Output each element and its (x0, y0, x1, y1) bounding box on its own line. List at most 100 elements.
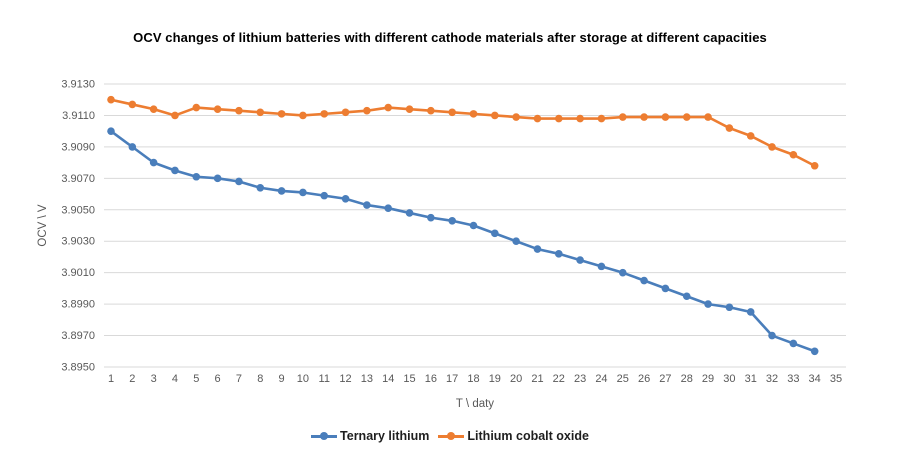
x-tick-label: 5 (193, 373, 199, 385)
x-tick-label: 33 (787, 373, 799, 385)
legend-label-ternary-lithium: Ternary lithium (340, 429, 430, 443)
data-point-ternary-lithium (682, 292, 691, 301)
x-tick-label: 18 (467, 373, 479, 385)
data-point-ternary-lithium (277, 187, 286, 195)
x-tick-label: 30 (723, 373, 735, 385)
x-tick-label: 8 (257, 373, 263, 385)
data-point-lithium-cobalt-oxide (363, 106, 371, 115)
data-point-lithium-cobalt-oxide (213, 105, 222, 113)
legend-label-lithium-cobalt-oxide: Lithium cobalt oxide (467, 429, 589, 443)
data-point-ternary-lithium (256, 183, 265, 192)
series-line-lithium-cobalt-oxide (109, 98, 816, 168)
data-point-lithium-cobalt-oxide (597, 114, 606, 123)
data-point-lithium-cobalt-oxide (405, 105, 414, 113)
data-point-ternary-lithium (149, 158, 158, 167)
data-point-ternary-lithium (107, 127, 115, 135)
data-point-ternary-lithium (491, 229, 499, 238)
data-point-ternary-lithium (128, 143, 137, 151)
data-point-lithium-cobalt-oxide (618, 113, 627, 121)
data-point-lithium-cobalt-oxide (448, 108, 456, 117)
x-tick-label: 16 (425, 373, 437, 385)
data-point-lithium-cobalt-oxide (341, 108, 350, 117)
x-tick-label: 9 (279, 373, 285, 385)
x-tick-label: 31 (745, 373, 757, 385)
data-point-lithium-cobalt-oxide (235, 106, 243, 115)
y-tick-label: 3.8990 (61, 299, 95, 311)
x-tick-label: 23 (574, 373, 586, 385)
x-tick-label: 24 (595, 373, 607, 385)
data-point-ternary-lithium (448, 216, 456, 225)
data-point-ternary-lithium (640, 276, 648, 285)
data-point-lithium-cobalt-oxide (810, 161, 819, 170)
data-point-lithium-cobalt-oxide (554, 114, 563, 123)
data-point-lithium-cobalt-oxide (533, 114, 542, 123)
x-tick-label: 17 (446, 373, 458, 385)
data-point-ternary-lithium (768, 331, 776, 340)
data-point-lithium-cobalt-oxide (384, 103, 393, 112)
data-point-ternary-lithium (192, 172, 201, 181)
x-tick-label: 10 (297, 373, 309, 385)
data-point-ternary-lithium (618, 268, 627, 277)
data-point-lithium-cobalt-oxide (107, 95, 115, 104)
data-point-ternary-lithium (341, 194, 350, 203)
legend-line-icon (311, 432, 338, 440)
data-point-ternary-lithium (789, 339, 798, 348)
x-tick-label: 1 (108, 373, 114, 385)
y-tick-label: 3.8950 (61, 362, 95, 374)
data-point-ternary-lithium (363, 201, 371, 209)
data-point-ternary-lithium (171, 166, 179, 175)
data-point-lithium-cobalt-oxide (704, 113, 712, 121)
data-point-lithium-cobalt-oxide (789, 150, 798, 159)
x-tick-label: 25 (617, 373, 629, 385)
data-point-ternary-lithium (384, 204, 393, 213)
x-tick-label: 34 (809, 373, 821, 385)
legend-line-icon (438, 432, 465, 440)
data-point-lithium-cobalt-oxide (128, 100, 137, 109)
series-line-ternary-lithium (109, 129, 816, 353)
x-tick-label: 4 (172, 373, 178, 385)
data-point-lithium-cobalt-oxide (299, 111, 307, 120)
data-point-lithium-cobalt-oxide (491, 111, 499, 120)
y-tick-label: 3.9050 (61, 204, 95, 216)
data-point-lithium-cobalt-oxide (512, 113, 520, 121)
data-point-ternary-lithium (427, 213, 435, 222)
data-point-lithium-cobalt-oxide (640, 113, 648, 121)
data-point-lithium-cobalt-oxide (256, 108, 265, 117)
data-point-lithium-cobalt-oxide (768, 143, 776, 151)
data-point-ternary-lithium (661, 284, 670, 293)
x-tick-label: 15 (403, 373, 415, 385)
legend-dot-icon (447, 432, 456, 440)
data-point-lithium-cobalt-oxide (469, 110, 478, 118)
data-point-lithium-cobalt-oxide (171, 111, 179, 120)
data-point-lithium-cobalt-oxide (149, 105, 158, 113)
x-tick-label: 7 (236, 373, 242, 385)
data-point-ternary-lithium (533, 245, 542, 253)
data-point-ternary-lithium (597, 262, 606, 271)
x-tick-label: 12 (339, 373, 351, 385)
data-point-lithium-cobalt-oxide (192, 103, 201, 112)
data-point-ternary-lithium (746, 308, 755, 316)
y-axis-title: OCV \ V (37, 204, 49, 247)
x-tick-label: 21 (531, 373, 543, 385)
x-tick-label: 20 (510, 373, 522, 385)
data-point-ternary-lithium (299, 188, 307, 197)
data-point-lithium-cobalt-oxide (320, 110, 329, 118)
y-tick-label: 3.9090 (61, 141, 95, 153)
data-point-ternary-lithium (554, 250, 563, 258)
y-tick-label: 3.8970 (61, 330, 95, 342)
legend-dot-icon (320, 432, 329, 440)
data-point-lithium-cobalt-oxide (682, 113, 691, 121)
x-tick-label: 19 (489, 373, 501, 385)
data-point-lithium-cobalt-oxide (725, 124, 734, 132)
y-tick-label: 3.9070 (61, 173, 95, 185)
x-tick-label: 22 (553, 373, 565, 385)
data-point-ternary-lithium (235, 177, 243, 186)
y-tick-label: 3.9030 (61, 236, 95, 248)
x-tick-label: 11 (319, 373, 330, 385)
x-tick-label: 32 (766, 373, 778, 385)
x-tick-label: 26 (638, 373, 650, 385)
data-point-ternary-lithium (576, 256, 584, 264)
legend-item-ternary-lithium: Ternary lithium (311, 429, 429, 443)
